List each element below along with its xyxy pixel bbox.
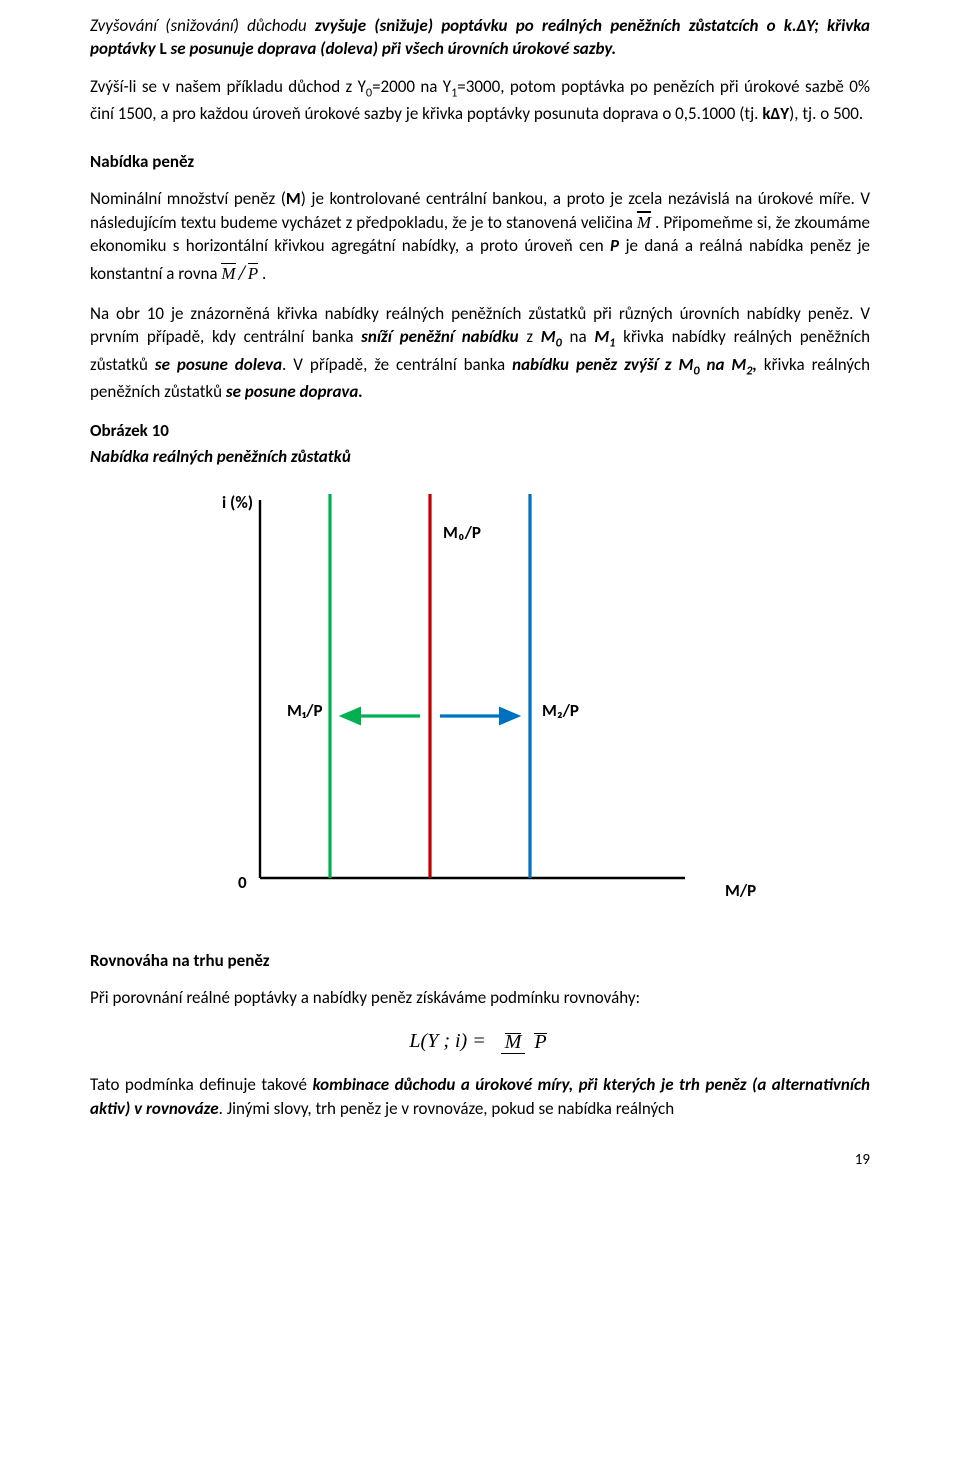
para-rovnovaha-1: Při porovnání reálné poptávky a nabídky …	[90, 986, 870, 1009]
text: M	[541, 326, 556, 347]
text: na	[562, 326, 595, 347]
equilibrium-equation: L(Y ; i) = M P	[90, 1028, 870, 1056]
text: ), tj. o 500.	[789, 103, 863, 124]
text: Zvyšování (snižování) důchodu	[90, 15, 315, 36]
text: =2000 na Y	[372, 76, 451, 97]
pbar: P	[248, 262, 258, 285]
figure-caption: Nabídka reálných peněžních zůstatků	[90, 445, 870, 468]
page-number: 19	[90, 1150, 870, 1171]
text: se posunuje doprava (doleva) při všech ú…	[167, 38, 616, 59]
text: . V případě, že centrální banka	[282, 354, 512, 375]
figure-number: Obrázek 10	[90, 419, 870, 442]
para-intro-1: Zvyšování (snižování) důchodu zvyšuje (s…	[90, 14, 870, 61]
svg-text:M₁/P: M₁/P	[287, 700, 323, 721]
heading-rovnovaha: Rovnováha na trhu peněz	[90, 949, 870, 972]
para-nabidka-2: Na obr 10 je znázorněná křivka nabídky r…	[90, 302, 870, 403]
heading-nabidka: Nabídka peněz	[90, 150, 870, 173]
svg-text:M/P: M/P	[725, 880, 756, 901]
mbar: M	[221, 262, 235, 285]
text: nabídku peněz zvýší z M	[512, 354, 693, 375]
text: M	[286, 188, 301, 209]
text: . Jinými slovy, trh peněz je v rovnováze…	[219, 1098, 675, 1119]
eq-num: M	[505, 1032, 522, 1052]
svg-text:i (%): i (%)	[222, 492, 253, 513]
money-supply-chart: i (%) 0 M/P M₁/P M₀/P M₂/P	[90, 478, 870, 924]
para-rovnovaha-2: Tato podmínka definuje takové kombinace …	[90, 1073, 870, 1120]
text: Zvýší-li se v našem příkladu důchod z Y	[90, 76, 366, 97]
text: na M	[700, 354, 747, 375]
text: L	[159, 38, 166, 59]
mbar: M	[637, 211, 651, 234]
para-nabidka-1: Nominální množství peněz (M) je kontrolo…	[90, 187, 870, 288]
chart-svg: i (%) 0 M/P M₁/P M₀/P M₂/P	[90, 478, 870, 918]
text: P	[610, 235, 619, 256]
eq-fraction: M P	[501, 1032, 551, 1052]
eq-den: P	[534, 1032, 546, 1052]
text: M	[594, 326, 609, 347]
text: Tato podmínka definuje takové	[90, 1074, 312, 1095]
text: kΔY	[762, 103, 789, 124]
text: se posune doleva	[155, 354, 282, 375]
eq-left: L(Y ; i) =	[409, 1030, 485, 1052]
text: .	[258, 263, 266, 284]
text: z	[519, 326, 541, 347]
svg-text:M₀/P: M₀/P	[443, 522, 481, 543]
text: Nominální množství peněz (	[90, 188, 286, 209]
para-intro-2: Zvýší-li se v našem příkladu důchod z Y0…	[90, 75, 870, 126]
slash: /	[239, 260, 245, 285]
svg-text:0: 0	[238, 872, 247, 893]
svg-text:M₂/P: M₂/P	[542, 700, 579, 721]
text: sníží peněžní nabídku	[361, 326, 518, 347]
text: se posune doprava.	[226, 381, 363, 402]
